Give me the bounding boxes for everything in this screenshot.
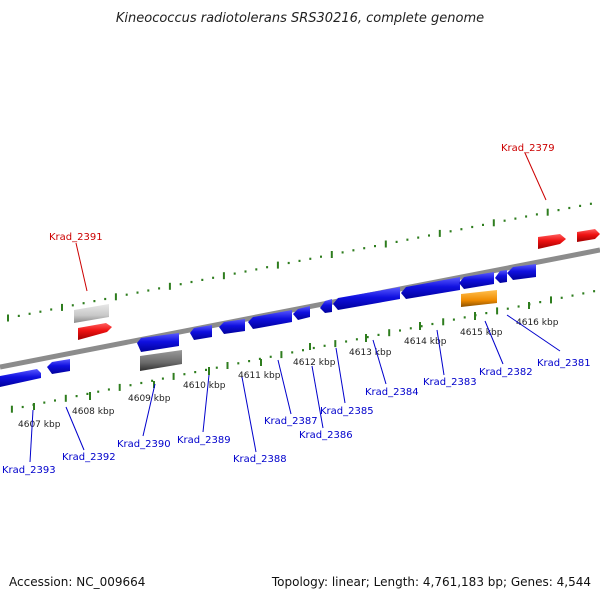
blue-gene-labels bbox=[29, 314, 561, 463]
gene-label-krad-2382[interactable]: Krad_2382 bbox=[479, 367, 533, 378]
gene-krad-2393[interactable] bbox=[0, 369, 41, 387]
kbp-label: 4608 kbp bbox=[72, 407, 115, 417]
gene-krad-2392[interactable] bbox=[47, 359, 70, 374]
gene-krad-2387[interactable] bbox=[248, 310, 292, 329]
pseudo-gene-light[interactable] bbox=[74, 304, 109, 323]
gene-label-krad-2379[interactable]: Krad_2379 bbox=[501, 143, 555, 154]
kbp-label: 4609 kbp bbox=[128, 394, 171, 404]
plus-strand-genes bbox=[74, 229, 600, 340]
gene-krad-2388[interactable] bbox=[219, 319, 245, 334]
gene-label-krad-2389[interactable]: Krad_2389 bbox=[177, 435, 231, 446]
kbp-label: 4616 kbp bbox=[516, 318, 559, 328]
blue-gene-label-text: Krad_2393 Krad_2392 Krad_2390 Krad_2389 … bbox=[2, 358, 591, 476]
gene-krad-2391[interactable] bbox=[78, 323, 112, 340]
gene-label-krad-2381[interactable]: Krad_2381 bbox=[537, 358, 591, 369]
gene-krad-2381[interactable] bbox=[495, 270, 507, 283]
gene-krad-2384[interactable] bbox=[333, 287, 400, 310]
kbp-label: 4610 kbp bbox=[183, 381, 226, 391]
upper-tick-row bbox=[7, 202, 592, 322]
gene-krad-2383[interactable] bbox=[401, 277, 460, 299]
gene-label-krad-2393[interactable]: Krad_2393 bbox=[2, 465, 56, 476]
gene-krad-2379[interactable] bbox=[538, 234, 566, 249]
gene-krad-2382[interactable] bbox=[459, 272, 494, 289]
kbp-axis: 4607 kbp 4608 kbp 4609 kbp 4610 kbp 4611… bbox=[18, 302, 559, 430]
kbp-label: 4607 kbp bbox=[18, 420, 61, 430]
gene-label-krad-2388[interactable]: Krad_2388 bbox=[233, 454, 287, 465]
gene-krad-2385[interactable] bbox=[320, 299, 332, 313]
accession-text: Accession: NC_009664 bbox=[9, 575, 145, 589]
minus-strand-genes bbox=[0, 264, 536, 387]
gene-red-partial[interactable] bbox=[577, 229, 600, 242]
red-gene-label-text: Krad_2391 Krad_2379 bbox=[49, 143, 555, 243]
kbp-label: 4611 kbp bbox=[238, 371, 281, 381]
kbp-label: 4612 kbp bbox=[293, 358, 336, 368]
gene-label-krad-2392[interactable]: Krad_2392 bbox=[62, 452, 116, 463]
kbp-label: 4614 kbp bbox=[404, 337, 447, 347]
gene-krad-2390[interactable] bbox=[137, 333, 179, 352]
gene-label-krad-2386[interactable]: Krad_2386 bbox=[299, 430, 353, 441]
gene-label-krad-2384[interactable]: Krad_2384 bbox=[365, 387, 419, 398]
gene-label-krad-2385[interactable]: Krad_2385 bbox=[320, 406, 374, 417]
pseudo-gene-orange[interactable] bbox=[461, 290, 497, 307]
red-gene-labels bbox=[75, 152, 547, 292]
gene-label-krad-2383[interactable]: Krad_2383 bbox=[423, 377, 477, 388]
gene-label-krad-2390[interactable]: Krad_2390 bbox=[117, 439, 171, 450]
gene-krad-2386[interactable] bbox=[293, 306, 310, 320]
map-title: Kineococcus radiotolerans SRS30216, comp… bbox=[116, 11, 484, 26]
gene-label-krad-2387[interactable]: Krad_2387 bbox=[264, 416, 318, 427]
gene-label-krad-2391[interactable]: Krad_2391 bbox=[49, 232, 103, 243]
topology-text: Topology: linear; Length: 4,761,183 bp; … bbox=[271, 575, 591, 589]
kbp-label: 4613 kbp bbox=[349, 348, 392, 358]
pseudo-gene-dark[interactable] bbox=[140, 350, 182, 371]
kbp-label: 4615 kbp bbox=[460, 328, 503, 338]
gene-krad-2381b[interactable] bbox=[507, 264, 536, 280]
gene-krad-2389[interactable] bbox=[190, 325, 212, 340]
